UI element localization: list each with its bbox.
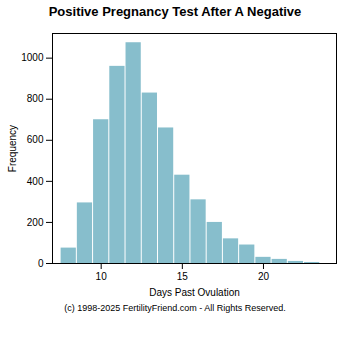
svg-text:20: 20 — [258, 271, 270, 282]
svg-text:600: 600 — [27, 134, 44, 145]
svg-text:800: 800 — [27, 93, 44, 104]
svg-text:400: 400 — [27, 176, 44, 187]
html-text:Positive Pregnancy Test After: Positive Pregnancy Test After A Negative — [48, 4, 302, 19]
svg-text:15: 15 — [177, 271, 189, 282]
svg-text:10: 10 — [96, 271, 108, 282]
svg-text:1000: 1000 — [21, 52, 44, 63]
svg-text:Days Past Ovulation: Days Past Ovulation — [149, 287, 240, 298]
svg-text:200: 200 — [27, 217, 44, 228]
html-text:(c) 1998-2025 FertilityFriend.: (c) 1998-2025 FertilityFriend.com - All … — [64, 303, 286, 313]
svg-text:Frequency: Frequency — [7, 125, 18, 172]
svg-text:0: 0 — [38, 258, 44, 269]
